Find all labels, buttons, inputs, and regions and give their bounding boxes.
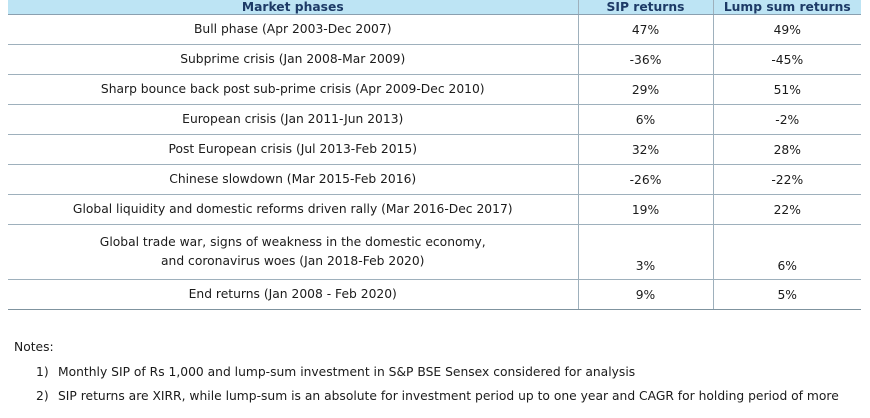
note-item: 1) Monthly SIP of Rs 1,000 and lump-sum i… [36, 365, 864, 379]
table-row: European crisis (Jan 2011-Jun 2013) 6% -… [8, 104, 861, 135]
phase-cell: European crisis (Jan 2011-Jun 2013) [8, 104, 578, 135]
phase-line: Global trade war, signs of weakness in t… [99, 235, 486, 249]
header-lump-sum-returns: Lump sum returns [712, 0, 861, 15]
lump-cell: -45% [712, 44, 861, 75]
sip-cell: -36% [577, 44, 713, 75]
phase-line: and coronavirus woes (Jan 2018-Feb 2020) [161, 254, 425, 268]
table-row: Post European crisis (Jul 2013-Feb 2015)… [8, 134, 861, 165]
lump-cell: 51% [712, 74, 861, 105]
phase-cell: Sharp bounce back post sub-prime crisis … [8, 74, 578, 105]
notes-section: Notes: 1) Monthly SIP of Rs 1,000 and lum… [14, 340, 864, 413]
returns-table: Market phases SIP returns Lump sum retur… [8, 0, 861, 310]
sip-cell: 19% [577, 194, 713, 225]
table-row: Chinese slowdown (Mar 2015-Feb 2016) -26… [8, 164, 861, 195]
table-row: Subprime crisis (Jan 2008-Mar 2009) -36%… [8, 44, 861, 75]
sip-cell: 6% [577, 104, 713, 135]
sip-cell: 9% [577, 279, 713, 310]
phase-cell: Global trade war, signs of weakness in t… [8, 224, 578, 280]
note-number: 1) [36, 365, 49, 379]
lump-cell: 5% [712, 279, 861, 310]
note-text: Monthly SIP of Rs 1,000 and lump-sum inv… [58, 365, 636, 379]
table-row: Global trade war, signs of weakness in t… [8, 224, 861, 280]
table-row: Bull phase (Apr 2003-Dec 2007) 47% 49% [8, 14, 861, 45]
phase-cell: End returns (Jan 2008 - Feb 2020) [8, 279, 578, 310]
note-item: 2) SIP returns are XIRR, while lump-sum i… [36, 389, 864, 403]
lump-cell: 28% [712, 134, 861, 165]
phase-cell: Global liquidity and domestic reforms dr… [8, 194, 578, 225]
lump-cell: 49% [712, 14, 861, 45]
table-row: End returns (Jan 2008 - Feb 2020) 9% 5% [8, 279, 861, 310]
phase-cell: Chinese slowdown (Mar 2015-Feb 2016) [8, 164, 578, 195]
phase-cell: Subprime crisis (Jan 2008-Mar 2009) [8, 44, 578, 75]
table-header-row: Market phases SIP returns Lump sum retur… [8, 0, 861, 15]
sip-cell: 32% [577, 134, 713, 165]
notes-title: Notes: [14, 340, 54, 354]
phase-cell: Post European crisis (Jul 2013-Feb 2015) [8, 134, 578, 165]
lump-cell: -2% [712, 104, 861, 135]
lump-cell: 6% [712, 224, 861, 280]
header-market-phases: Market phases [8, 0, 578, 15]
sip-cell: 47% [577, 14, 713, 45]
lump-cell: -22% [712, 164, 861, 195]
table-row: Sharp bounce back post sub-prime crisis … [8, 74, 861, 105]
sip-cell: 3% [577, 224, 713, 280]
sip-cell: -26% [577, 164, 713, 195]
header-sip-returns: SIP returns [577, 0, 713, 15]
phase-cell: Bull phase (Apr 2003-Dec 2007) [8, 14, 578, 45]
table-row: Global liquidity and domestic reforms dr… [8, 194, 861, 225]
note-number: 2) [36, 389, 49, 403]
notes-list: 1) Monthly SIP of Rs 1,000 and lump-sum i… [14, 365, 864, 403]
note-text: SIP returns are XIRR, while lump-sum is … [58, 389, 839, 403]
lump-cell: 22% [712, 194, 861, 225]
sip-cell: 29% [577, 74, 713, 105]
